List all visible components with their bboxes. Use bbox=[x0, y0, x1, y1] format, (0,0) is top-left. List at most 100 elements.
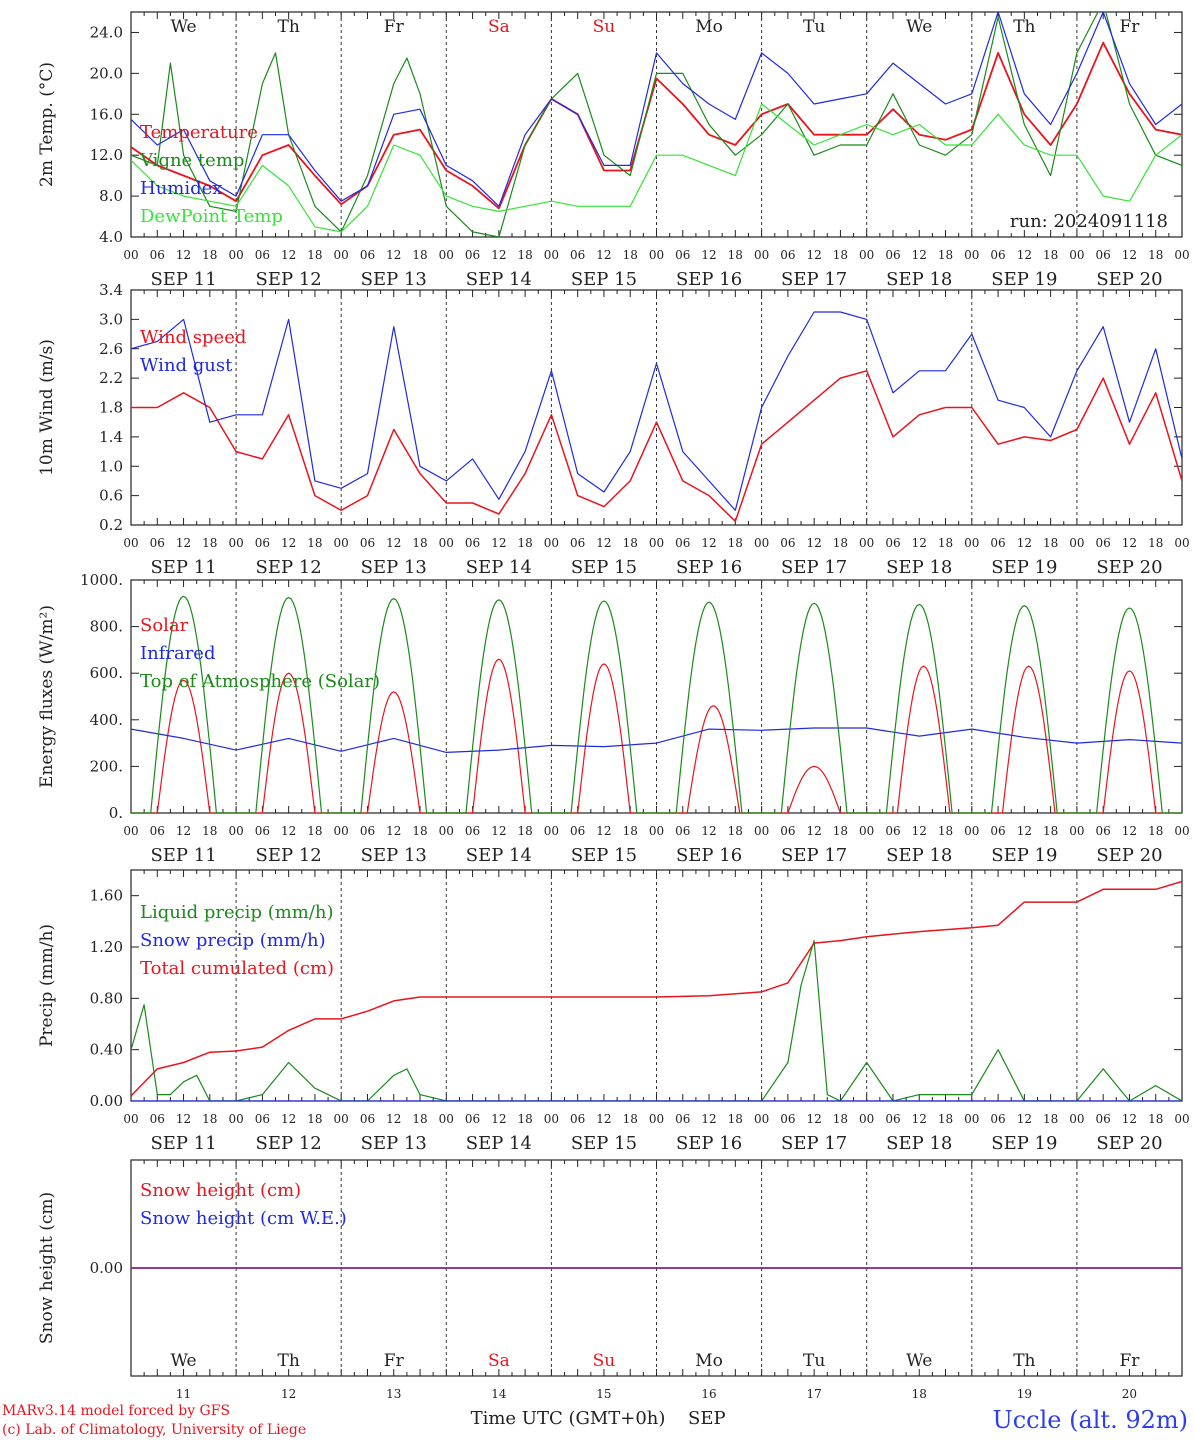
hour-tick-label: 12 bbox=[912, 1112, 927, 1126]
date-label: SEP 15 bbox=[571, 269, 637, 290]
hour-tick-label: 06 bbox=[780, 1112, 795, 1126]
hour-tick-label: 18 bbox=[938, 248, 953, 262]
panel-4: 0.00 0.40 0.80 1.20 1.60 Precip (mm/h) 00 06 12 1… bbox=[37, 869, 1190, 1154]
hour-tick-label: 18 bbox=[938, 824, 953, 838]
weekday-label-bottom: Fr bbox=[384, 1351, 405, 1371]
hour-tick-label: 18 bbox=[1148, 248, 1163, 262]
hour-tick-label: 12 bbox=[1017, 824, 1032, 838]
hour-tick-label: 12 bbox=[1017, 1112, 1032, 1126]
hour-tick-label: 06 bbox=[1096, 248, 1111, 262]
date-label: SEP 14 bbox=[466, 269, 532, 290]
hour-tick-label: 00 bbox=[228, 824, 243, 838]
hour-tick-label: 18 bbox=[412, 248, 427, 262]
legend-entry: Snow height (cm W.E.) bbox=[140, 1208, 347, 1229]
hour-tick-label: 12 bbox=[176, 824, 191, 838]
hour-tick-label: 00 bbox=[544, 248, 559, 262]
day-number-label: 18 bbox=[912, 1387, 927, 1401]
hour-tick-label: 00 bbox=[754, 536, 769, 550]
date-label: SEP 17 bbox=[781, 269, 847, 290]
date-label: SEP 14 bbox=[466, 1133, 532, 1154]
hour-tick-label: 06 bbox=[150, 824, 165, 838]
hour-tick-label: 06 bbox=[150, 248, 165, 262]
hour-tick-label: 18 bbox=[517, 824, 532, 838]
hour-tick-label: 06 bbox=[885, 1112, 900, 1126]
month-label: SEP bbox=[688, 1408, 726, 1429]
hour-tick-label: 18 bbox=[412, 824, 427, 838]
ytick-label: 1.4 bbox=[99, 428, 123, 446]
weekday-label-bottom: Th bbox=[1013, 1351, 1035, 1371]
hour-tick-label: 00 bbox=[964, 1112, 979, 1126]
hour-tick-label: 18 bbox=[307, 536, 322, 550]
lab-credit: (c) Lab. of Climatology, University of L… bbox=[2, 1422, 306, 1438]
hour-tick-label: 18 bbox=[307, 248, 322, 262]
weekday-label-bottom: Tu bbox=[803, 1351, 825, 1371]
hour-tick-label: 12 bbox=[386, 248, 401, 262]
hour-tick-label: 00 bbox=[859, 824, 874, 838]
ytick-label: 0.6 bbox=[99, 487, 123, 505]
hour-tick-label: 00 bbox=[334, 1112, 349, 1126]
hour-tick-label: 06 bbox=[570, 1112, 585, 1126]
ytick-label: 0.00 bbox=[90, 1092, 123, 1110]
hour-tick-label: 00 bbox=[649, 824, 664, 838]
hour-tick-label: 12 bbox=[596, 536, 611, 550]
hour-tick-label: 18 bbox=[623, 824, 638, 838]
weekday-label-top: Fr bbox=[1119, 17, 1140, 37]
day-number-label: 15 bbox=[596, 1387, 611, 1401]
hour-tick-label: 18 bbox=[517, 248, 532, 262]
date-label: SEP 16 bbox=[676, 1133, 742, 1154]
hour-tick-label: 00 bbox=[1174, 248, 1189, 262]
hour-tick-label: 00 bbox=[123, 248, 138, 262]
series-top-of-atmosphere-solar bbox=[131, 595, 1182, 813]
hour-tick-label: 18 bbox=[1043, 248, 1058, 262]
hour-tick-label: 00 bbox=[439, 536, 454, 550]
hour-tick-label: 18 bbox=[1148, 536, 1163, 550]
hour-tick-label: 06 bbox=[885, 824, 900, 838]
hour-tick-label: 12 bbox=[912, 536, 927, 550]
weekday-label-top: Sa bbox=[488, 17, 510, 37]
ytick-label: 0.2 bbox=[99, 516, 123, 534]
hour-tick-label: 12 bbox=[1122, 1112, 1137, 1126]
hour-tick-label: 06 bbox=[1096, 536, 1111, 550]
series-wind-speed bbox=[131, 370, 1182, 523]
hour-tick-label: 18 bbox=[833, 824, 848, 838]
weekday-label-top: Mo bbox=[695, 17, 723, 37]
legend-entry: Wind gust bbox=[140, 355, 233, 376]
date-label: SEP 11 bbox=[150, 557, 216, 578]
hour-tick-label: 18 bbox=[1148, 1112, 1163, 1126]
hour-tick-label: 12 bbox=[701, 248, 716, 262]
ytick-label: 0.80 bbox=[90, 989, 123, 1007]
series-temperature bbox=[131, 41, 1182, 210]
hour-tick-label: 06 bbox=[990, 1112, 1005, 1126]
hour-tick-label: 06 bbox=[990, 248, 1005, 262]
series-dewpoint-temp bbox=[131, 103, 1182, 233]
panel-3: 0. 200. 400. 600. 800. 1000. Energy fluxes (W/… bbox=[37, 571, 1190, 866]
hour-tick-label: 12 bbox=[1017, 248, 1032, 262]
date-label: SEP 16 bbox=[676, 845, 742, 866]
weekday-label-bottom: Sa bbox=[488, 1351, 510, 1371]
day-number-label: 12 bbox=[281, 1387, 296, 1401]
ytick-label: 20.0 bbox=[90, 64, 123, 82]
hour-tick-label: 06 bbox=[885, 248, 900, 262]
hour-tick-label: 00 bbox=[964, 824, 979, 838]
date-label: SEP 13 bbox=[361, 845, 427, 866]
legend-entry: Humidex bbox=[140, 178, 222, 199]
date-label: SEP 12 bbox=[256, 845, 322, 866]
hour-tick-label: 00 bbox=[964, 536, 979, 550]
hour-tick-label: 12 bbox=[491, 248, 506, 262]
hour-tick-label: 00 bbox=[544, 536, 559, 550]
ytick-label: 16.0 bbox=[90, 105, 123, 123]
hour-tick-label: 00 bbox=[754, 824, 769, 838]
date-label: SEP 17 bbox=[781, 557, 847, 578]
date-label: SEP 17 bbox=[781, 845, 847, 866]
hour-tick-label: 12 bbox=[1017, 536, 1032, 550]
date-label: SEP 14 bbox=[466, 557, 532, 578]
legend-entry: Total cumulated (cm) bbox=[140, 958, 334, 979]
hour-tick-label: 00 bbox=[1069, 536, 1084, 550]
hour-tick-label: 00 bbox=[754, 248, 769, 262]
hour-tick-label: 18 bbox=[938, 1112, 953, 1126]
series-infrared bbox=[131, 727, 1182, 754]
hour-tick-label: 06 bbox=[360, 248, 375, 262]
date-label: SEP 20 bbox=[1096, 1133, 1162, 1154]
hour-tick-label: 00 bbox=[649, 536, 664, 550]
hour-tick-label: 06 bbox=[465, 248, 480, 262]
